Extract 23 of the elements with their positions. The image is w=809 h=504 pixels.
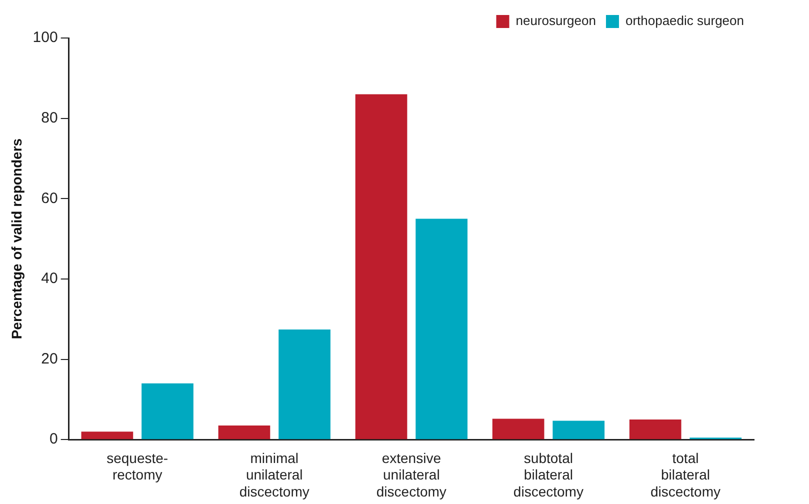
bar (278, 330, 330, 440)
y-tick-label: 80 (41, 109, 58, 126)
y-tick-label: 40 (41, 270, 58, 288)
y-tick-label: 0 (49, 430, 58, 448)
bar (416, 218, 468, 440)
legend-label: neurosurgeon (516, 13, 596, 28)
bar (81, 432, 134, 440)
legend-label: orthopaedic surgeon (625, 13, 744, 28)
bar (218, 426, 270, 440)
x-tick-label: total bilateral discectomy (650, 450, 720, 500)
bar (552, 420, 605, 440)
bar (629, 420, 682, 440)
bar (355, 94, 408, 440)
y-tick-label: 100 (32, 29, 58, 46)
y-tick-label: 60 (41, 190, 58, 207)
bar (142, 383, 194, 440)
x-tick-label: extensive unilateral discectomy (376, 450, 446, 500)
y-tick-label: 20 (41, 350, 58, 368)
x-tick-label: minimal unilateral discectomy (239, 450, 310, 500)
bar (492, 418, 544, 440)
x-tick-label: sequeste- rectomy (106, 450, 168, 483)
x-tick-label: subtotal bilateral discectomy (513, 450, 584, 500)
y-axis-title: Percentage of valid reponders (8, 138, 24, 340)
